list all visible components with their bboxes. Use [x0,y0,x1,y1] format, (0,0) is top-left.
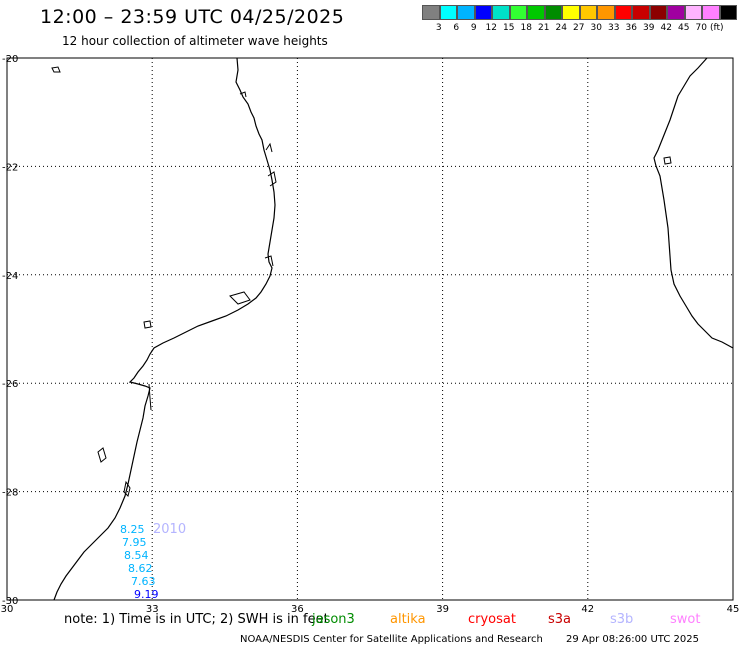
wave-height-observations: 8.257.958.548.627.639.19 [120,523,159,601]
legend-tick-label: 15 [503,23,515,33]
satellite-label-swot: swot [670,612,701,627]
legend-swatch [422,5,440,20]
wave-height-value: 7.63 [131,575,156,588]
satellite-label-s3b: s3b [610,612,634,627]
legend-swatch [632,5,650,20]
wave-height-value: 8.54 [124,549,149,562]
legend-swatch [492,5,510,20]
legend-tick-label: 21 [538,23,550,33]
legend-tick-label: 12 [485,23,497,33]
longitude-label: 36 [291,604,304,615]
legend-swatch [667,5,685,20]
legend-swatch [527,5,545,20]
satellite-label-jason3: jason3 [312,612,355,627]
wave-height-value: 8.25 [120,523,145,536]
island [97,447,107,463]
coastal-lagoon [229,291,251,305]
legend-swatch [719,5,737,20]
africa-coast-detail [123,91,277,497]
longitude-label: 45 [727,604,740,615]
wave-height-value: 8.62 [128,562,153,575]
legend-swatch [562,5,580,20]
island [663,156,672,165]
latitude-label: -24 [2,271,18,282]
legend-unit: (ft) [710,23,724,33]
longitude-labels: 30 33 36 39 42 45 [1,604,740,615]
satellite-label-altika: altika [390,612,426,627]
legend-swatch [439,5,457,20]
longitude-label: 39 [436,604,449,615]
legend-swatch [702,5,720,20]
legend-swatch [544,5,562,20]
legend-swatch [457,5,475,20]
legend-tick-label: 6 [453,23,460,33]
wave-height-value: 9.19 [134,588,159,601]
legend-tick-label: 9 [470,23,477,33]
satellite-label-cryosat: cryosat [468,612,516,627]
legend-swatch [614,5,632,20]
map-subtitle: 12 hour collection of altimeter wave hei… [62,34,328,48]
legend-swatch [579,5,597,20]
credit-timestamp: 29 Apr 08:26:00 UTC 2025 [566,634,699,645]
island [143,320,152,329]
legend-tick-label: 33 [608,23,620,33]
longitude-label: 30 [1,604,14,615]
legend-tick-label: 30 [590,23,602,33]
latitude-label: -30 [2,596,18,607]
longitude-label: 33 [146,604,159,615]
legend-swatch [509,5,527,20]
map-frame [6,57,734,601]
color-legend: 3 6 9 12 15 18 21 24 27 30 33 36 39 42 45 70 (ft) [422,5,737,33]
legend-tick-label: 27 [573,23,585,33]
legend-tick-label: 39 [643,23,655,33]
wave-height-value: 7.95 [122,536,147,549]
longitude-label: 42 [581,604,594,615]
latitude-label: -26 [2,379,18,390]
map-title: 12:00 – 23:59 UTC 04/25/2025 [40,6,345,28]
island [51,66,61,73]
legend-tick-label: 70 [695,23,707,33]
legend-swatch [684,5,702,20]
credit-line: NOAA/NESDIS Center for Satellite Applica… [240,634,543,645]
legend-swatch [649,5,667,20]
madagascar-coastline [653,57,734,349]
satellite-label-s3a: s3a [548,612,572,627]
latitude-label: -20 [2,54,18,65]
africa-coastline [53,57,276,601]
latitude-labels: -20 -22 -24 -26 -28 -30 [2,54,18,607]
legend-swatches [422,5,737,20]
track-label: 2010 [153,522,186,537]
latitude-label: -22 [2,162,18,173]
legend-tick-label: 42 [660,23,672,33]
legend-tick-label: 3 [435,23,442,33]
legend-tick-label: 36 [625,23,637,33]
legend-ticks: 3 6 9 12 15 18 21 24 27 30 33 36 39 42 45 70 [422,23,737,33]
legend-tick-label: 18 [520,23,532,33]
map-grid [7,58,733,600]
legend-tick-label: 24 [555,23,567,33]
legend-swatch [474,5,492,20]
latitude-label: -28 [2,488,18,499]
legend-swatch [597,5,615,20]
footer-note: note: 1) Time is in UTC; 2) SWH is in fe… [64,612,329,627]
legend-tick-label: 45 [678,23,690,33]
